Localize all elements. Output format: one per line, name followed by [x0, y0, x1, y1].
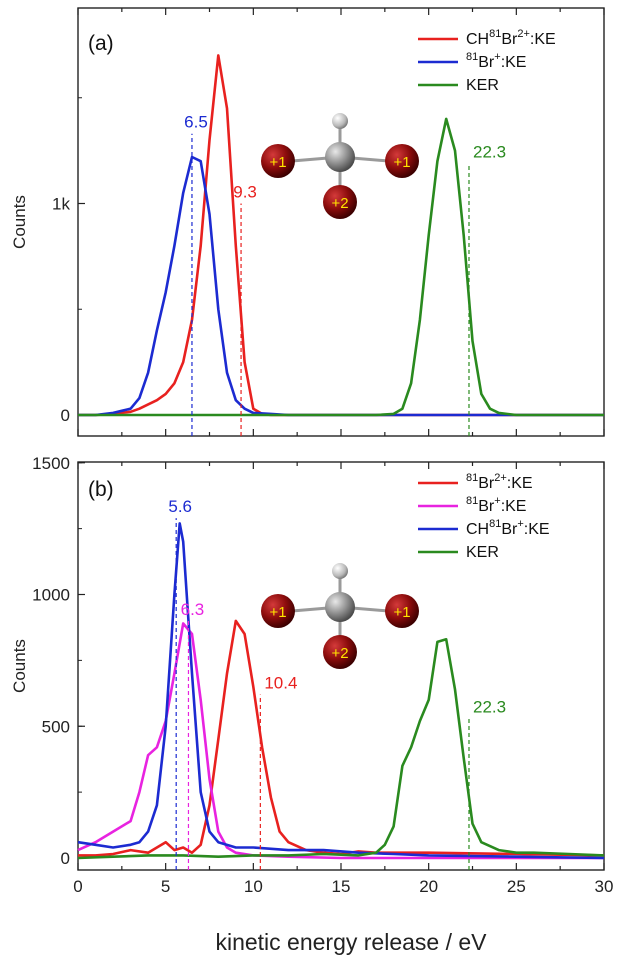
- bromine-atom: [261, 144, 295, 178]
- annotation-label: 22.3: [473, 697, 506, 716]
- annotation-label: 6.5: [184, 113, 208, 132]
- y-tick-label: 1000: [32, 586, 70, 605]
- molecule-illustration: +1 +1 +2: [261, 563, 419, 669]
- bromine-atom: [323, 635, 357, 669]
- x-tick-label: 15: [332, 877, 351, 896]
- y-tick-label: 1k: [52, 195, 70, 214]
- x-tick-label: 20: [419, 877, 438, 896]
- x-tick-label: 0: [73, 877, 82, 896]
- panel-a: 0 1k Counts (a) 6.5 9.3 22.3 CH81Br2+:KE 81Br+:K…: [10, 7, 605, 437]
- panel-b: 0 5 10 15 20 25 30 0 500 1000 1500 Counts kinetic en…: [10, 454, 613, 955]
- legend-entry: KER: [466, 77, 499, 94]
- y-axis-title: Counts: [10, 639, 29, 693]
- y-tick-label: 1500: [32, 454, 70, 473]
- y-axis-title: Counts: [10, 195, 29, 249]
- y-tick-label: 0: [61, 849, 70, 868]
- series-line: [77, 522, 605, 860]
- bromine-atom: [261, 594, 295, 628]
- annotation-label: 22.3: [473, 142, 506, 161]
- legend-entry: 81Br+:KE: [466, 495, 526, 515]
- x-tick-label: 25: [507, 877, 526, 896]
- legend-entry: KER: [466, 544, 499, 561]
- bromine-atom: [385, 144, 419, 178]
- panel-label: (a): [88, 32, 114, 55]
- hydrogen-atom: [332, 113, 348, 129]
- charge-label: +1: [269, 154, 286, 171]
- charge-label: +2: [331, 645, 348, 662]
- charge-label: +1: [269, 604, 286, 621]
- panel-label: (b): [88, 478, 114, 501]
- annotation-label: 6.3: [181, 600, 205, 619]
- carbon-atom: [325, 592, 355, 622]
- x-tick-label: 30: [595, 877, 614, 896]
- series-line: [78, 117, 604, 417]
- legend-entry: 81Br2+:KE: [466, 472, 533, 492]
- annotation-label: 5.6: [168, 497, 192, 516]
- x-tick-label: 5: [161, 877, 170, 896]
- charge-label: +1: [393, 154, 410, 171]
- annotation-label: 10.4: [264, 674, 297, 693]
- bromine-atom: [323, 185, 357, 219]
- legend-entry: CH81Br2+:KE: [466, 28, 556, 48]
- plot-frame: [77, 7, 605, 437]
- series-line: [78, 54, 604, 417]
- series-line: [78, 155, 604, 417]
- x-axis-title: kinetic energy release / eV: [215, 929, 487, 955]
- hydrogen-atom: [332, 563, 348, 579]
- carbon-atom: [325, 142, 355, 172]
- x-tick-label: 10: [244, 877, 263, 896]
- legend-entry: CH81Br+:KE: [466, 518, 550, 538]
- annotation-label: 9.3: [233, 183, 257, 202]
- charge-label: +2: [331, 195, 348, 212]
- molecule-illustration: +1 +1 +2: [261, 113, 419, 219]
- charge-label: +1: [393, 604, 410, 621]
- y-tick-label: 500: [42, 717, 70, 736]
- bromine-atom: [385, 594, 419, 628]
- legend-entry: 81Br+:KE: [466, 51, 526, 71]
- series-line: [77, 637, 605, 860]
- y-tick-label: 0: [61, 406, 70, 425]
